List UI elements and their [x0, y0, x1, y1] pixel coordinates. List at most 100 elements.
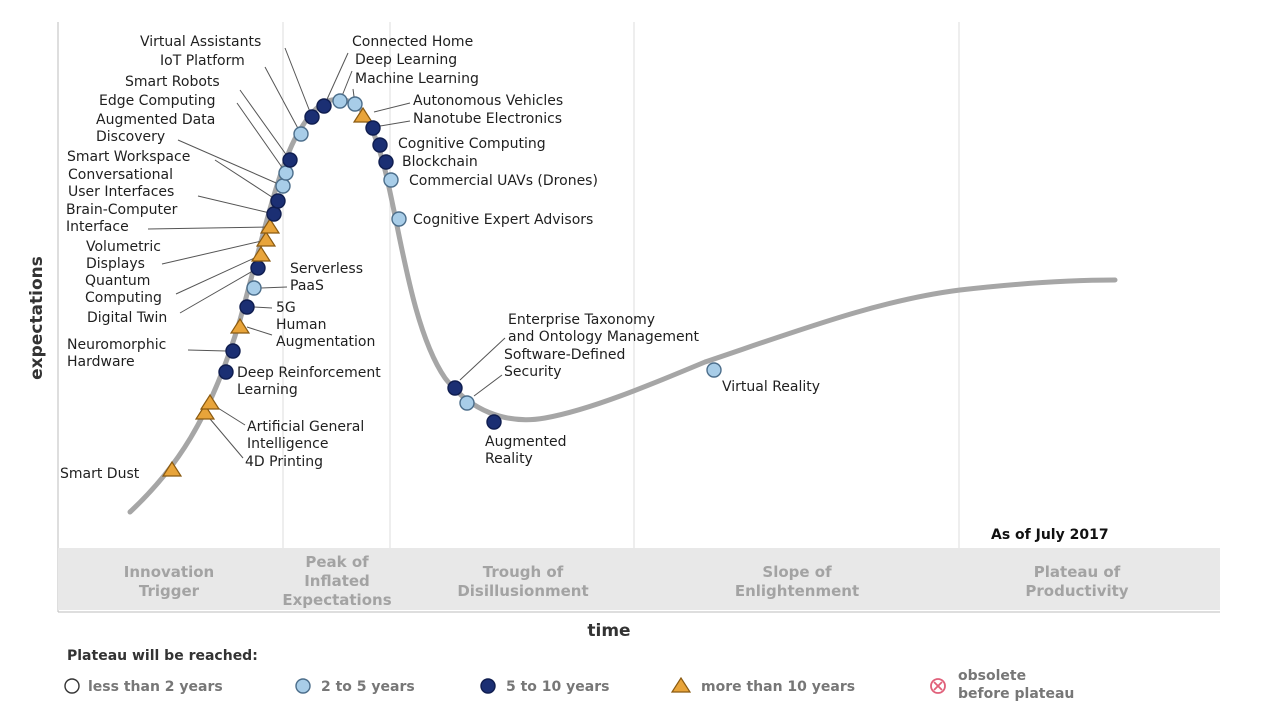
label-cognitive-expert-advisors: Cognitive Expert Advisors	[413, 212, 593, 228]
label-line: Discovery	[96, 129, 165, 145]
legend-label-line: less than 2 years	[88, 679, 223, 695]
label-line: Cognitive Computing	[398, 136, 546, 152]
label-line: Computing	[85, 290, 162, 306]
label-line: Augmentation	[276, 334, 375, 350]
leader-serverless-paas	[260, 286, 288, 289]
label-line: and Ontology Management	[508, 329, 700, 345]
marker-edge-computing	[278, 165, 294, 181]
phase-label-line: Expectations	[282, 591, 391, 609]
marker-augmented-data-discovery	[275, 178, 291, 194]
marker-blockchain	[378, 154, 394, 170]
plot-frame	[57, 22, 1220, 613]
marker-nanotube-electronics	[365, 120, 381, 136]
legend-title: Plateau will be reached:	[67, 648, 258, 664]
label-digital-twin: Digital Twin	[87, 310, 167, 326]
label-line: User Interfaces	[68, 184, 174, 200]
phase-label-line: Innovation	[124, 563, 214, 581]
marker-serverless-paas	[246, 280, 262, 296]
leader-digital-twin	[179, 267, 259, 314]
legend-marker-2to5	[295, 678, 311, 694]
leader-enterprise-taxonomy-and-ontology-management	[459, 337, 506, 381]
legend-label-line: obsolete	[958, 668, 1026, 684]
legend-label-2to5: 2 to 5 years	[321, 679, 415, 695]
legend-marker-obsolete-cross-b	[933, 681, 943, 691]
label-commercial-uavs-drones: Commercial UAVs (Drones)	[409, 173, 598, 189]
leader-augmented-data-discovery	[177, 139, 284, 187]
label-line: Security	[504, 364, 562, 380]
label-deep-learning: Deep Learning	[355, 52, 457, 68]
label-line: 5G	[276, 300, 296, 316]
phase-label-4: Slope of Enlightenment	[735, 563, 859, 600]
leader-brain-computer-interface	[147, 226, 271, 230]
label-neuromorphic-hardware: Neuromorphic Hardware	[67, 337, 166, 370]
phase-label-line: Inflated	[304, 572, 370, 590]
y-axis-label: expectations	[27, 256, 47, 380]
label-software-defined-security: Software-Defined Security	[504, 347, 625, 380]
label-conversational-user-interfaces: Conversational User Interfaces	[68, 167, 174, 200]
label-line: Augmented Data	[96, 112, 215, 128]
legend-label-5to10: 5 to 10 years	[506, 679, 609, 695]
legend-marker-5to10	[480, 678, 496, 694]
label-line: Deep Learning	[355, 52, 457, 68]
phase-label-1: Innovation Trigger	[124, 563, 214, 600]
label-line: Blockchain	[402, 154, 478, 170]
label-machine-learning: Machine Learning	[355, 71, 479, 87]
label-serverless-paas: Serverless PaaS	[290, 261, 363, 294]
marker-smart-robots	[282, 152, 298, 168]
label-line: Machine Learning	[355, 71, 479, 87]
label-augmented-reality: Augmented Reality	[485, 434, 566, 467]
label-line: IoT Platform	[160, 53, 245, 69]
label-line: Augmented	[485, 434, 566, 450]
marker-4d-printing	[194, 403, 216, 420]
label-line: Smart Robots	[125, 74, 220, 90]
leader-software-defined-security	[473, 374, 503, 397]
label-line: Artificial General	[247, 419, 364, 435]
legend-label-line: more than 10 years	[701, 679, 855, 695]
label-line: Commercial UAVs (Drones)	[409, 173, 598, 189]
marker-connected-home	[316, 98, 332, 114]
label-4d-printing: 4D Printing	[245, 454, 323, 470]
phase-label-3: Trough of Disillusionment	[457, 563, 588, 600]
label-line: Hardware	[67, 354, 135, 370]
label-line: Smart Dust	[60, 466, 140, 482]
as-of-date: As of July 2017	[991, 527, 1109, 543]
label-line: Human	[276, 317, 327, 333]
legend-marker-lt2	[64, 678, 80, 694]
leader-human-augmentation	[246, 326, 273, 336]
label-virtual-assistants: Virtual Assistants	[140, 34, 261, 50]
marker-software-defined-security	[459, 395, 475, 411]
label-line: Edge Computing	[99, 93, 216, 109]
marker-5g	[239, 299, 255, 315]
label-smart-workspace: Smart Workspace	[67, 149, 190, 165]
leader-5g	[253, 306, 273, 309]
leader-4d-printing	[204, 412, 244, 459]
label-quantum-computing: Quantum Computing	[85, 273, 162, 306]
marker-conversational-user-interfaces	[266, 206, 282, 222]
marker-commercial-uavs-drones	[383, 172, 399, 188]
phase-label-line: Plateau of	[1034, 563, 1121, 581]
label-smart-robots: Smart Robots	[125, 74, 220, 90]
marker-augmented-reality	[486, 414, 502, 430]
x-axis-label: time	[587, 621, 630, 641]
marker-brain-computer-interface	[259, 217, 281, 234]
phase-label-line: Enlightenment	[735, 582, 859, 600]
label-augmented-data-discovery: Augmented Data Discovery	[96, 112, 215, 145]
label-line: Virtual Reality	[722, 379, 820, 395]
phase-label-line: Productivity	[1025, 582, 1128, 600]
leader-conversational-user-interfaces	[197, 195, 275, 215]
label-line: Virtual Assistants	[140, 34, 261, 50]
phase-label-2: Peak of Inflated Expectations	[282, 553, 391, 609]
label-line: Autonomous Vehicles	[413, 93, 563, 109]
leader-autonomous-vehicles	[373, 102, 411, 113]
label-line: Intelligence	[247, 436, 328, 452]
leader-edge-computing	[236, 102, 287, 174]
label-line: PaaS	[290, 278, 324, 294]
marker-autonomous-vehicles	[352, 106, 374, 123]
marker-neuromorphic-hardware	[225, 343, 241, 359]
legend-marker-obsolete	[930, 678, 946, 694]
marker-machine-learning	[347, 96, 363, 112]
label-line: Cognitive Expert Advisors	[413, 212, 593, 228]
leader-volumetric-displays	[161, 239, 267, 265]
label-iot-platform: IoT Platform	[160, 53, 245, 69]
